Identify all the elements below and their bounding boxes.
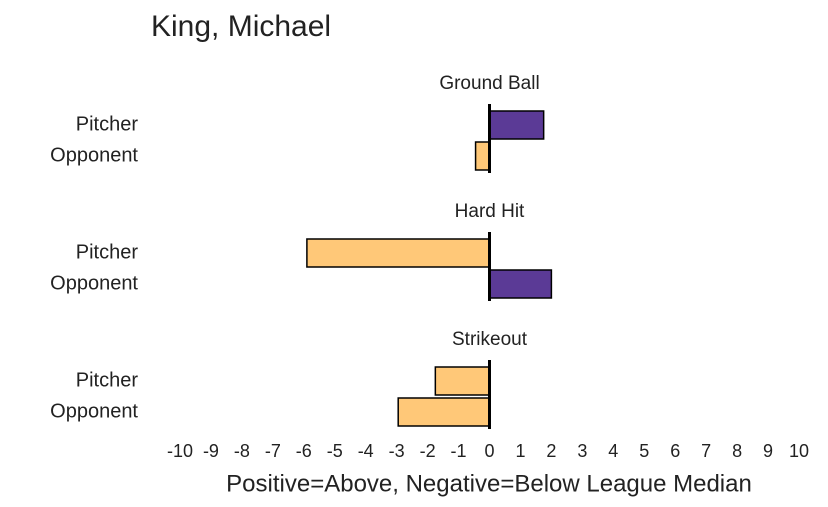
x-tick-label: -1: [451, 441, 467, 461]
x-tick-label: -4: [358, 441, 374, 461]
panel-title: Hard Hit: [455, 201, 525, 222]
x-tick-label: 7: [701, 441, 711, 461]
x-tick-label: -7: [265, 441, 281, 461]
chart-title: King, Michael: [151, 10, 331, 43]
x-tick-label: 3: [577, 441, 587, 461]
x-tick-label: -6: [296, 441, 312, 461]
y-tick-label: Opponent: [50, 272, 138, 294]
x-tick-label: 10: [789, 441, 809, 461]
x-tick-label: -9: [203, 441, 219, 461]
y-tick-label: Pitcher: [76, 369, 139, 391]
x-tick-label: -2: [420, 441, 436, 461]
x-tick-label: 2: [546, 441, 556, 461]
x-tick-label: 1: [515, 441, 525, 461]
panel-title: Strikeout: [452, 329, 528, 350]
x-tick-label: 4: [608, 441, 618, 461]
x-axis-label: Positive=Above, Negative=Below League Me…: [226, 470, 752, 497]
x-tick-label: -8: [234, 441, 250, 461]
bar: [488, 110, 545, 140]
bar: [306, 238, 491, 268]
x-tick-label: -10: [167, 441, 193, 461]
panel-title: Ground Ball: [439, 73, 539, 94]
x-tick-label: -3: [389, 441, 405, 461]
bar: [397, 397, 491, 427]
y-tick-label: Pitcher: [76, 241, 139, 263]
bar: [474, 141, 491, 171]
bar: [488, 269, 553, 299]
x-tick-label: -5: [327, 441, 343, 461]
x-tick-label: 0: [484, 441, 494, 461]
y-tick-label: Pitcher: [76, 113, 139, 135]
bar: [434, 366, 491, 396]
x-tick-label: 9: [763, 441, 773, 461]
x-tick-label: 6: [670, 441, 680, 461]
x-tick-label: 8: [732, 441, 742, 461]
y-tick-label: Opponent: [50, 144, 138, 166]
y-tick-label: Opponent: [50, 400, 138, 422]
x-tick-label: 5: [639, 441, 649, 461]
